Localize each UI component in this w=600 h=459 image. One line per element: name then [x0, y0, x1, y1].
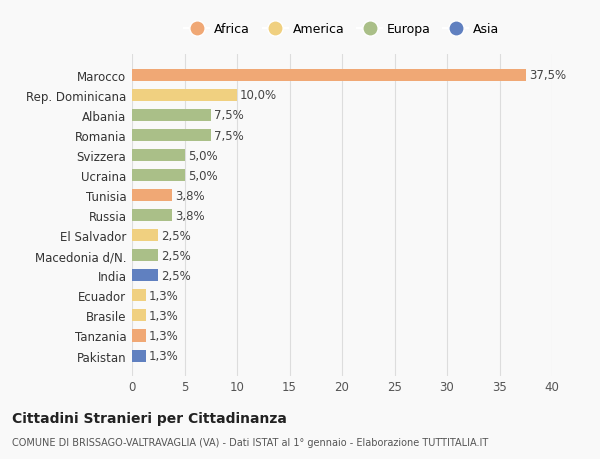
Text: 2,5%: 2,5% — [161, 249, 191, 262]
Legend: Africa, America, Europa, Asia: Africa, America, Europa, Asia — [181, 20, 503, 40]
Text: 1,3%: 1,3% — [149, 349, 179, 362]
Text: 37,5%: 37,5% — [529, 69, 566, 82]
Text: 2,5%: 2,5% — [161, 269, 191, 282]
Bar — [132, 330, 146, 342]
Bar — [132, 110, 211, 122]
Text: 1,3%: 1,3% — [149, 329, 179, 342]
Bar — [132, 170, 185, 182]
Text: 1,3%: 1,3% — [149, 289, 179, 302]
Text: 5,0%: 5,0% — [188, 149, 217, 162]
Bar — [132, 70, 526, 82]
Bar — [132, 270, 158, 282]
Text: 3,8%: 3,8% — [175, 209, 205, 222]
Text: 2,5%: 2,5% — [161, 229, 191, 242]
Bar — [132, 190, 172, 202]
Text: 7,5%: 7,5% — [214, 129, 244, 142]
Bar — [132, 90, 237, 102]
Text: Cittadini Stranieri per Cittadinanza: Cittadini Stranieri per Cittadinanza — [12, 411, 287, 425]
Bar — [132, 350, 146, 362]
Text: COMUNE DI BRISSAGO-VALTRAVAGLIA (VA) - Dati ISTAT al 1° gennaio - Elaborazione T: COMUNE DI BRISSAGO-VALTRAVAGLIA (VA) - D… — [12, 437, 488, 447]
Bar — [132, 250, 158, 262]
Bar — [132, 150, 185, 162]
Bar — [132, 310, 146, 322]
Text: 1,3%: 1,3% — [149, 309, 179, 322]
Bar — [132, 130, 211, 142]
Text: 5,0%: 5,0% — [188, 169, 217, 182]
Bar — [132, 230, 158, 242]
Bar — [132, 210, 172, 222]
Text: 7,5%: 7,5% — [214, 109, 244, 122]
Text: 3,8%: 3,8% — [175, 189, 205, 202]
Bar — [132, 290, 146, 302]
Text: 10,0%: 10,0% — [240, 89, 277, 102]
